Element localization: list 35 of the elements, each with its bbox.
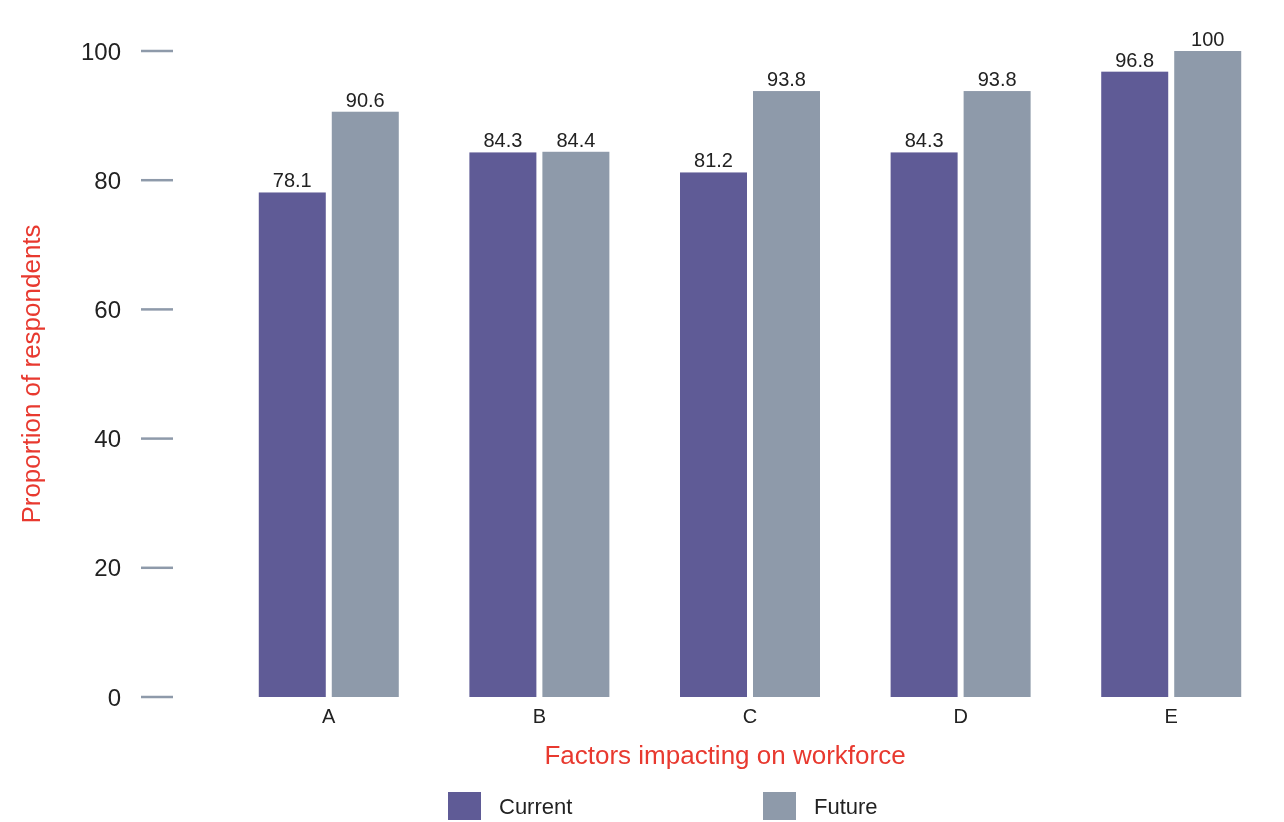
y-tick-label: 60	[94, 295, 121, 323]
bar	[542, 151, 610, 697]
y-tick-label: 80	[94, 166, 121, 194]
data-label: 93.8	[977, 68, 1017, 91]
bar	[469, 152, 537, 697]
y-tick-label: 20	[94, 554, 121, 582]
data-label: 78.1	[272, 169, 312, 192]
bar	[963, 91, 1031, 697]
data-label: 96.8	[1115, 48, 1155, 71]
x-tick-label: B	[532, 705, 547, 727]
bar	[753, 91, 820, 697]
x-tick-label: C	[742, 705, 758, 727]
bar	[258, 192, 326, 697]
y-axis-title: Proportion of respondents	[16, 224, 46, 524]
data-label: 84.3	[483, 129, 523, 152]
x-tick-label: A	[322, 705, 337, 727]
data-label: 81.2	[694, 149, 733, 172]
bar	[890, 152, 958, 697]
bar	[680, 172, 747, 697]
data-label: 100	[1191, 28, 1225, 50]
x-tick-label: E	[1164, 705, 1178, 727]
bar	[331, 111, 399, 697]
bar	[1174, 51, 1242, 697]
y-tick-label: 0	[107, 683, 121, 711]
y-tick-label: 40	[94, 425, 121, 453]
bar	[1101, 71, 1169, 697]
data-label: 84.4	[556, 128, 596, 151]
y-tick-label: 100	[80, 37, 121, 65]
x-axis-title: Factors impacting on workforce	[544, 740, 906, 770]
data-label: 84.3	[904, 129, 944, 152]
data-label: 93.8	[767, 68, 806, 91]
legend-label: Future	[814, 794, 878, 819]
legend-label: Current	[499, 794, 573, 819]
data-label: 90.6	[345, 88, 385, 111]
x-tick-label: D	[953, 705, 968, 727]
